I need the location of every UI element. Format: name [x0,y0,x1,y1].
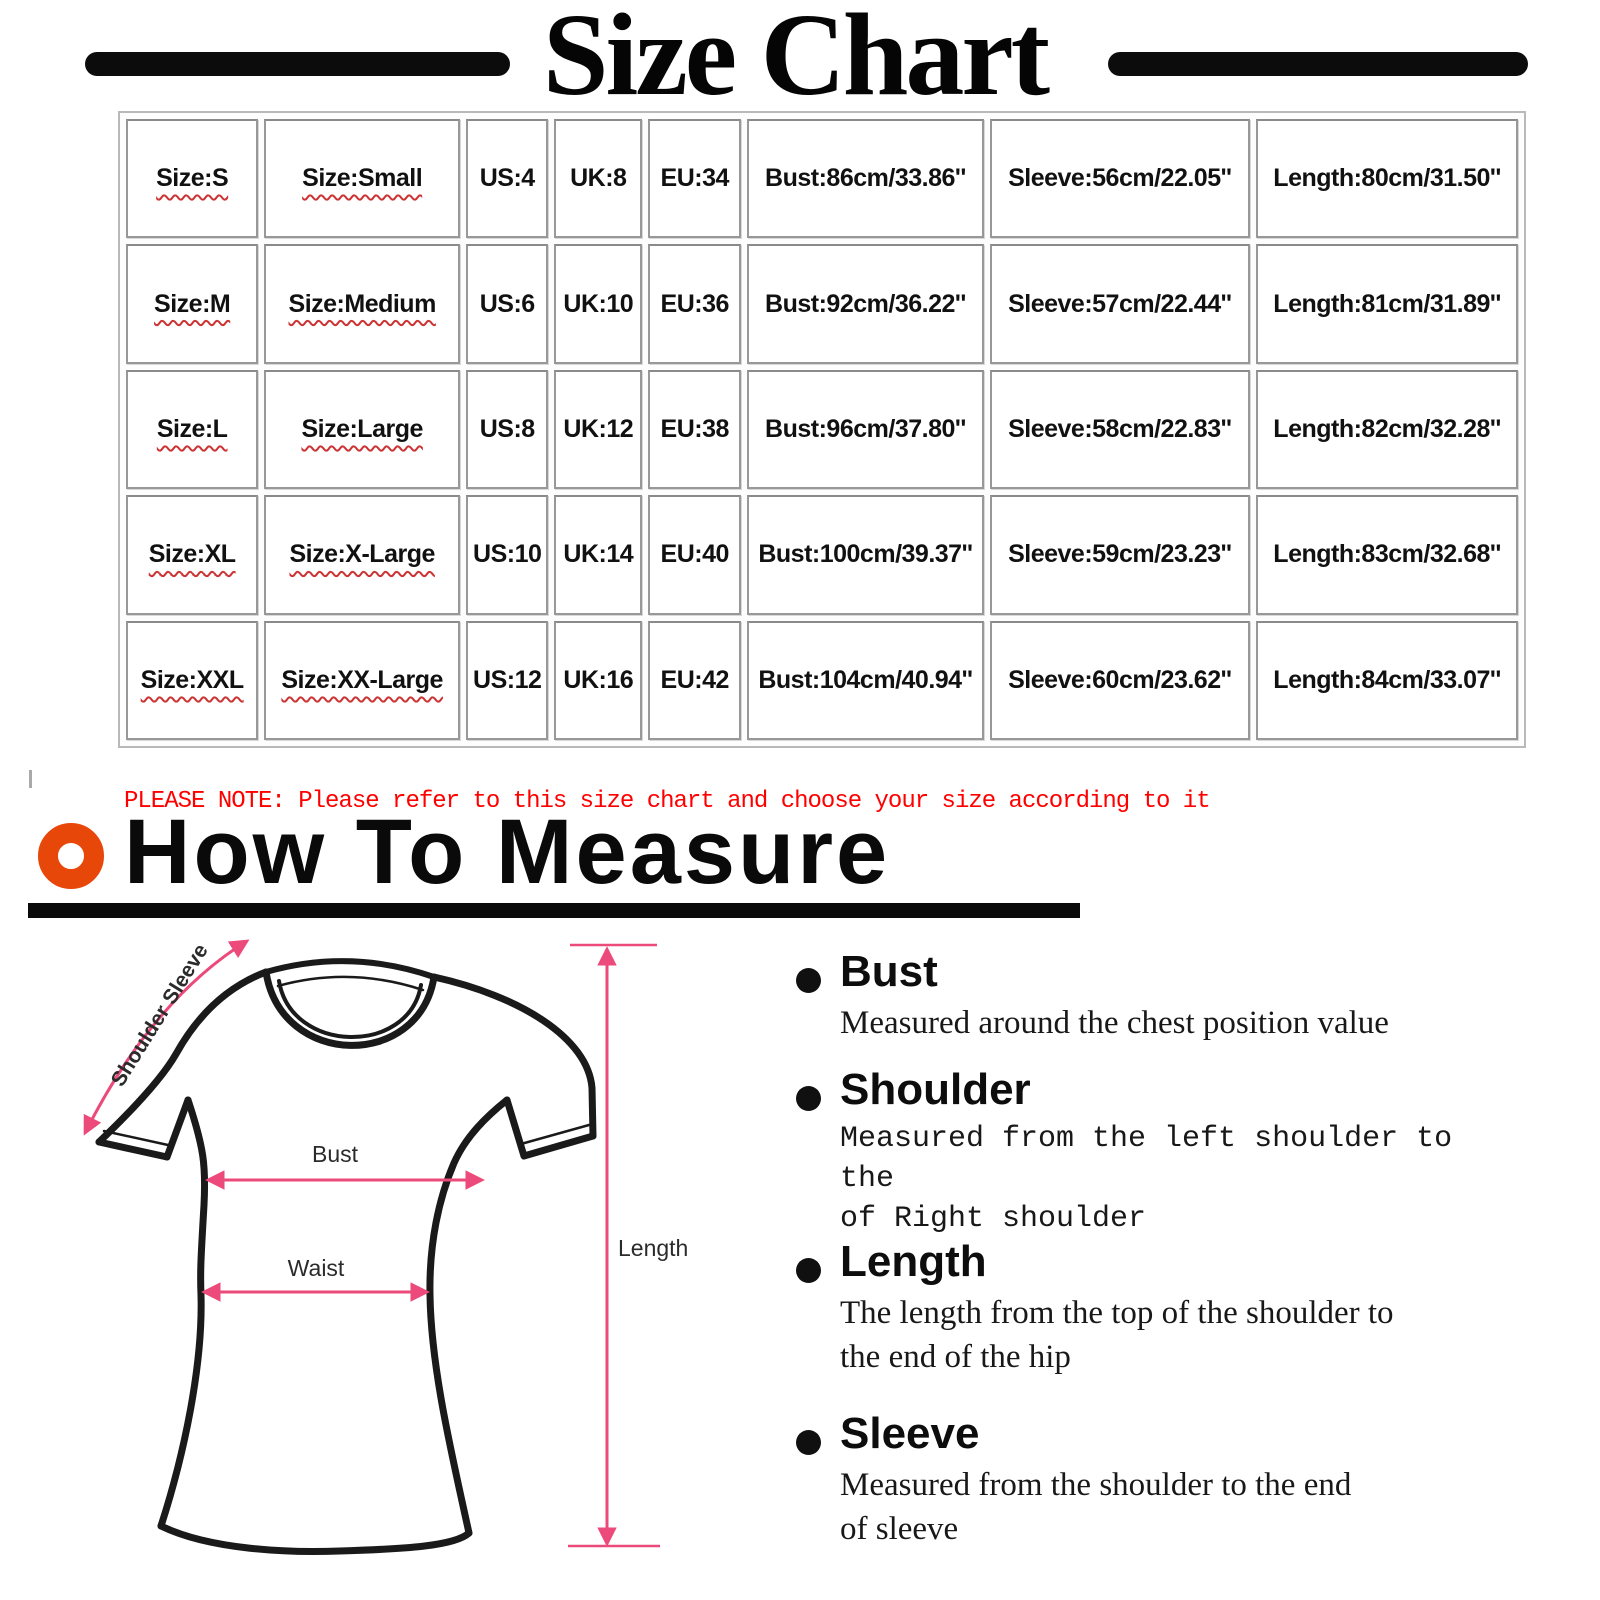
measure-guide-item: Sleeve Measured from the shoulder to the… [782,1409,1522,1552]
sleeve-cell: Sleeve:59cm/23.23'' [989,495,1251,615]
bust-cell: Bust:92cm/36.22'' [747,244,984,364]
us-cell: US:10 [466,495,549,615]
uk-cell: UK:12 [554,369,643,490]
page-title: Size Chart [542,0,1050,120]
bullet-dot-icon [796,1430,821,1455]
us-cell: US:12 [466,620,549,740]
measure-guide-item: Shoulder Measured from the left shoulder… [782,1065,1522,1240]
size-name-cell: Size:X-Large [264,495,461,615]
size-table: Size:S Size:Small US:4 UK:8 EU:34 Bust:8… [118,111,1526,748]
size-note: PLEASE NOTE: Please refer to this size c… [124,788,1211,815]
title-rule-right [1108,52,1528,76]
uk-cell: UK:10 [554,244,643,364]
bullet-dot-icon [796,1086,821,1111]
uk-cell: UK:8 [554,119,643,239]
length-cell: Length:81cm/31.89'' [1256,244,1518,364]
table-row: Size:S Size:Small US:4 UK:8 EU:34 Bust:8… [126,119,1518,239]
sleeve-cell: Sleeve:58cm/22.83'' [989,369,1251,490]
us-cell: US:4 [466,119,549,239]
length-label: Length [618,1235,688,1261]
length-cell: Length:82cm/32.28'' [1256,369,1518,490]
measure-description: Measured around the chest position value [840,1005,1389,1042]
measure-guide-item: Length The length from the top of the sh… [782,1237,1522,1380]
how-to-measure-underline [28,903,1080,918]
bullet-dot-icon [796,1258,821,1283]
measure-term: Shoulder [840,1065,1031,1114]
how-to-measure-title: How To Measure [124,801,891,903]
size-cell: Size:XL [126,495,259,615]
length-cell: Length:80cm/31.50'' [1256,119,1518,239]
size-name-cell: Size:Medium [264,244,461,364]
waist-label: Waist [288,1255,345,1281]
table-row: Size:XL Size:X-Large US:10 UK:14 EU:40 B… [126,495,1518,615]
uk-cell: UK:16 [554,620,643,740]
measure-term: Length [840,1237,987,1286]
bullet-dot-icon [796,968,821,993]
tshirt-outline [95,958,597,1556]
bust-cell: Bust:86cm/33.86'' [747,119,984,239]
measure-description: Measured from the left shoulder to the o… [840,1122,1453,1237]
size-cell: Size:S [126,119,259,239]
eu-cell: EU:42 [648,620,742,740]
table-row: Size:XXL Size:XX-Large US:12 UK:16 EU:42… [126,620,1518,740]
table-row: Size:M Size:Medium US:6 UK:10 EU:36 Bust… [126,244,1518,364]
tshirt-measure-diagram: Shoulder Sleeve Bust Waist Length [83,939,688,1556]
size-cell: Size:XXL [126,620,259,740]
table-row: Size:L Size:Large US:8 UK:12 EU:38 Bust:… [126,369,1518,490]
uk-cell: UK:14 [554,495,643,615]
bust-cell: Bust:104cm/40.94'' [747,620,984,740]
eu-cell: EU:40 [648,495,742,615]
sleeve-cell: Sleeve:60cm/23.62'' [989,620,1251,740]
size-cell: Size:M [126,244,259,364]
size-name-cell: Size:XX-Large [264,620,461,740]
bust-label: Bust [312,1141,359,1167]
size-cell: Size:L [126,369,259,490]
length-cell: Length:83cm/32.68'' [1256,495,1518,615]
measure-term: Sleeve [840,1409,980,1458]
size-name-cell: Size:Large [264,369,461,490]
shoulder-sleeve-arrow [83,939,250,1136]
length-cell: Length:84cm/33.07'' [1256,620,1518,740]
eu-cell: EU:34 [648,119,742,239]
bullet-ring-icon [38,823,104,889]
bust-cell: Bust:100cm/39.37'' [747,495,984,615]
shoulder-sleeve-label: Shoulder Sleeve [107,940,213,1091]
measure-term: Bust [840,947,938,996]
left-margin-tick [29,770,32,788]
bust-cell: Bust:96cm/37.80'' [747,369,984,490]
sleeve-cell: Sleeve:56cm/22.05'' [989,119,1251,239]
size-name-cell: Size:Small [264,119,461,239]
us-cell: US:6 [466,244,549,364]
sleeve-cell: Sleeve:57cm/22.44'' [989,244,1251,364]
measure-guide-item: Bust Measured around the chest position … [782,947,1522,1046]
eu-cell: EU:36 [648,244,742,364]
measure-description: Measured from the shoulder to the end of… [840,1467,1352,1548]
us-cell: US:8 [466,369,549,490]
measure-description: The length from the top of the shoulder … [840,1295,1394,1376]
title-rule-left [85,52,510,76]
eu-cell: EU:38 [648,369,742,490]
